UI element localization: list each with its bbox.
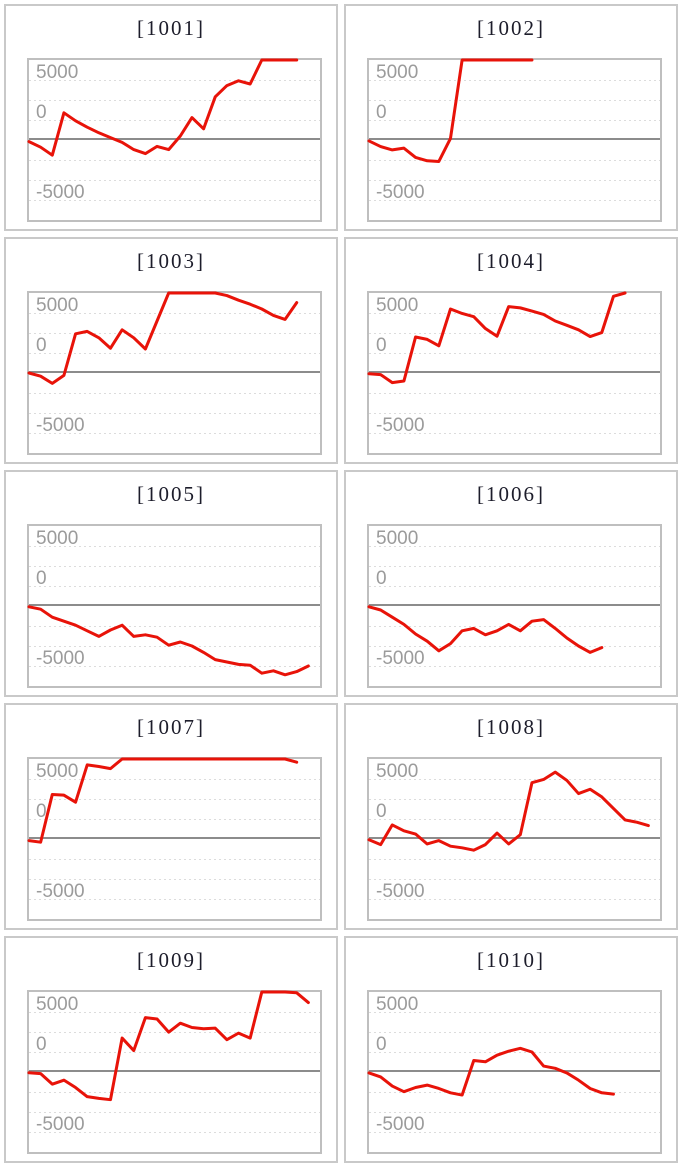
chart-title: [1003]	[137, 249, 205, 273]
plot-area: 5000 0 -5000	[27, 990, 322, 1154]
ytick-5000: 5000	[36, 761, 79, 782]
ytick-zero: 0	[36, 568, 47, 589]
chart-card-1006: [1006] 5000 0 -5000	[344, 470, 678, 697]
ytick-zero: 0	[376, 568, 387, 589]
ytick-neg5000: -5000	[376, 648, 425, 669]
zero-line	[369, 1070, 660, 1072]
slump-line	[367, 58, 534, 163]
chart-title: [1006]	[477, 482, 545, 506]
ytick-zero: 0	[36, 801, 47, 822]
ytick-neg5000: -5000	[376, 1114, 425, 1135]
slump-line	[27, 990, 310, 1102]
ytick-zero: 0	[36, 102, 47, 123]
chart-card-1002: [1002] 5000 0 -5000	[344, 4, 678, 231]
chart-title: [1008]	[477, 715, 545, 739]
chart-card-1007: [1007] 5000 0 -5000	[4, 703, 338, 930]
chart-title: [1002]	[477, 16, 545, 40]
ytick-neg5000: -5000	[376, 415, 425, 436]
ytick-neg5000: -5000	[36, 648, 85, 669]
ytick-5000: 5000	[376, 994, 419, 1015]
chart-title: [1001]	[137, 16, 205, 40]
plot-area: 5000 0 -5000	[367, 524, 662, 688]
plot-area: 5000 0 -5000	[27, 291, 322, 455]
plot-area: 5000 0 -5000	[367, 990, 662, 1154]
chart-card-1001: [1001] 5000 0 -5000	[4, 4, 338, 231]
ytick-neg5000: -5000	[36, 1114, 85, 1135]
zero-line	[29, 837, 320, 839]
ytick-zero: 0	[376, 1034, 387, 1055]
zero-line	[29, 604, 320, 606]
ytick-neg5000: -5000	[36, 415, 85, 436]
plot-area: 5000 0 -5000	[27, 524, 322, 688]
slump-line	[367, 291, 627, 385]
slump-line	[367, 1046, 615, 1097]
chart-card-1008: [1008] 5000 0 -5000	[344, 703, 678, 930]
plot-area: 5000 0 -5000	[27, 58, 322, 222]
ytick-zero: 0	[376, 102, 387, 123]
chart-card-1003: [1003] 5000 0 -5000	[4, 237, 338, 464]
plot-area: 5000 0 -5000	[367, 58, 662, 222]
ytick-zero: 0	[36, 335, 47, 356]
ytick-zero: 0	[36, 1034, 47, 1055]
zero-line	[369, 138, 660, 140]
chart-card-1004: [1004] 5000 0 -5000	[344, 237, 678, 464]
plot-area: 5000 0 -5000	[367, 291, 662, 455]
slump-line	[367, 605, 604, 654]
plot-area: 5000 0 -5000	[27, 757, 322, 921]
ytick-neg5000: -5000	[376, 182, 425, 203]
ytick-5000: 5000	[36, 994, 79, 1015]
ytick-5000: 5000	[376, 528, 419, 549]
slump-line	[27, 605, 310, 677]
plot-area: 5000 0 -5000	[367, 757, 662, 921]
zero-line	[29, 138, 320, 140]
ytick-neg5000: -5000	[36, 182, 85, 203]
zero-line	[369, 371, 660, 373]
chart-card-1005: [1005] 5000 0 -5000	[4, 470, 338, 697]
chart-card-1009: [1009] 5000 0 -5000	[4, 936, 338, 1163]
chart-title: [1010]	[477, 948, 545, 972]
ytick-5000: 5000	[376, 761, 419, 782]
zero-line	[29, 371, 320, 373]
chart-title: [1004]	[477, 249, 545, 273]
slump-line	[367, 770, 650, 852]
ytick-5000: 5000	[36, 295, 79, 316]
chart-title: [1009]	[137, 948, 205, 972]
ytick-neg5000: -5000	[376, 881, 425, 902]
slump-line	[27, 58, 299, 157]
zero-line	[369, 604, 660, 606]
ytick-5000: 5000	[376, 295, 419, 316]
ytick-5000: 5000	[36, 528, 79, 549]
ytick-zero: 0	[376, 335, 387, 356]
ytick-neg5000: -5000	[36, 881, 85, 902]
slump-line	[27, 757, 299, 844]
ytick-5000: 5000	[36, 62, 79, 83]
ytick-5000: 5000	[376, 62, 419, 83]
zero-line	[29, 1070, 320, 1072]
ytick-zero: 0	[376, 801, 387, 822]
chart-title: [1005]	[137, 482, 205, 506]
chart-card-1010: [1010] 5000 0 -5000	[344, 936, 678, 1163]
chart-title: [1007]	[137, 715, 205, 739]
slump-line	[27, 291, 299, 385]
